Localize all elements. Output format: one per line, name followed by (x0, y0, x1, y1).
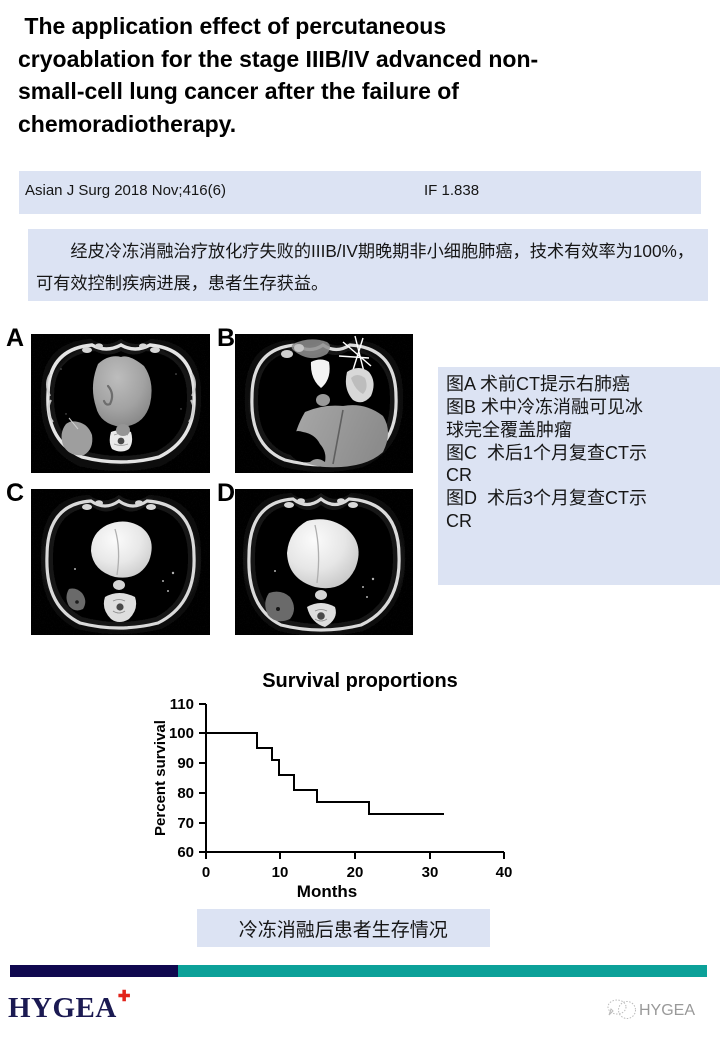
svg-text:HYGEA: HYGEA (639, 1002, 695, 1019)
svg-text:80: 80 (177, 785, 194, 802)
svg-text:10: 10 (272, 864, 289, 881)
svg-text:Percent survival: Percent survival (152, 720, 169, 836)
svg-text:Survival proportions: Survival proportions (262, 670, 458, 692)
svg-text:110: 110 (170, 696, 194, 713)
svg-text:20: 20 (347, 864, 364, 881)
svg-text:40: 40 (496, 864, 513, 881)
svg-text:100: 100 (169, 725, 194, 742)
svg-text:90: 90 (177, 755, 194, 772)
svg-text:30: 30 (422, 864, 439, 881)
svg-text:70: 70 (177, 815, 194, 832)
svg-text:0: 0 (202, 864, 210, 881)
svg-text:Months: Months (297, 882, 357, 900)
svg-text:60: 60 (177, 844, 194, 861)
